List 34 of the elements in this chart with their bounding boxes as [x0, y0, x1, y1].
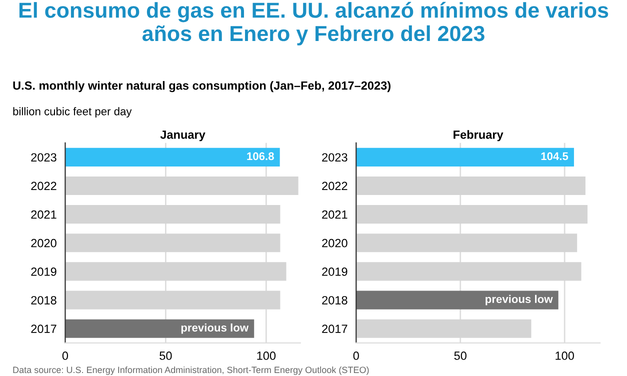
y-tick-label: 2020: [31, 238, 56, 248]
y-tick-label: 2020: [322, 238, 348, 248]
chart-title: February: [454, 130, 504, 142]
text: El consumo de gas en EE. UU. alcanzó mínimos de varios años en Enero y Febrero del 2023: [19, 2, 608, 46]
data-label: previous low: [486, 294, 553, 306]
data-label: 106.8: [247, 152, 274, 160]
bar: [356, 290, 558, 310]
data-label: 104.5: [541, 152, 568, 160]
x-tick-label: 0: [353, 352, 359, 360]
x-tick-label: 0: [62, 352, 68, 360]
text: U.S. monthly winter natural gas consumption (Jan–Feb, 2017–2023): [13, 81, 390, 92]
x-tick-label: 50: [160, 352, 172, 360]
x-tick-label: 100: [556, 352, 574, 360]
y-tick-label: 2021: [31, 210, 56, 219]
y-tick-label: 2022: [31, 182, 56, 190]
bar: [356, 148, 574, 166]
bar: [65, 319, 254, 338]
y-tick-label: 2022: [322, 182, 348, 190]
y-tick-label: 2017: [322, 324, 348, 334]
source-note: Data source: U.S. Energy Information Administration, Short-Term Energy Outlook (STEO): [13, 366, 369, 375]
chart-title: January: [160, 130, 206, 142]
text: billion cubic feet per day: [13, 107, 132, 118]
y-tick-label: 2023: [31, 153, 56, 162]
x-tick-label: 100: [257, 352, 276, 360]
y-tick-label: 2019: [322, 268, 348, 276]
y-tick-label: 2017: [31, 324, 56, 334]
y-tick-label: 2018: [31, 296, 56, 304]
y-tick-label: 2023: [322, 153, 348, 162]
y-tick-label: 2018: [322, 296, 348, 304]
y-tick-label: 2021: [322, 210, 348, 219]
data-label: previous low: [181, 323, 249, 334]
y-tick-label: 2019: [31, 268, 56, 276]
bar: [65, 148, 280, 166]
x-tick-label: 50: [454, 352, 466, 360]
